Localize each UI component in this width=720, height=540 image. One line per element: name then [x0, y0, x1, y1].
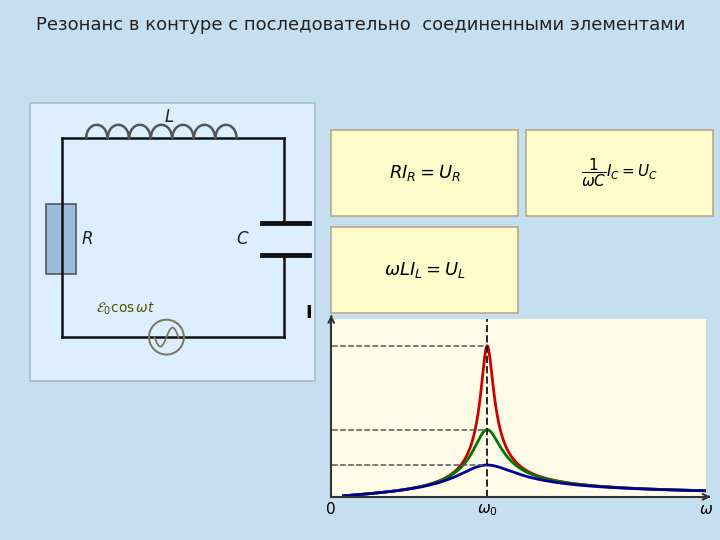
- Bar: [46, 204, 76, 274]
- Text: $\omega L I_L = U_L$: $\omega L I_L = U_L$: [384, 260, 466, 280]
- Bar: [30, 103, 315, 381]
- Text: $\mathcal{E}_0\cos\omega t$: $\mathcal{E}_0\cos\omega t$: [96, 300, 155, 317]
- Text: R: R: [81, 230, 93, 248]
- Text: I: I: [305, 305, 312, 322]
- Text: Резонанс в контуре с последовательно  соединенными элементами: Резонанс в контуре с последовательно сое…: [36, 16, 685, 34]
- Text: $RI_R = U_R$: $RI_R = U_R$: [389, 163, 461, 183]
- Text: L: L: [165, 108, 174, 126]
- Text: $\dfrac{1}{\omega C}I_C = U_C$: $\dfrac{1}{\omega C}I_C = U_C$: [581, 157, 657, 189]
- Text: C: C: [237, 230, 248, 248]
